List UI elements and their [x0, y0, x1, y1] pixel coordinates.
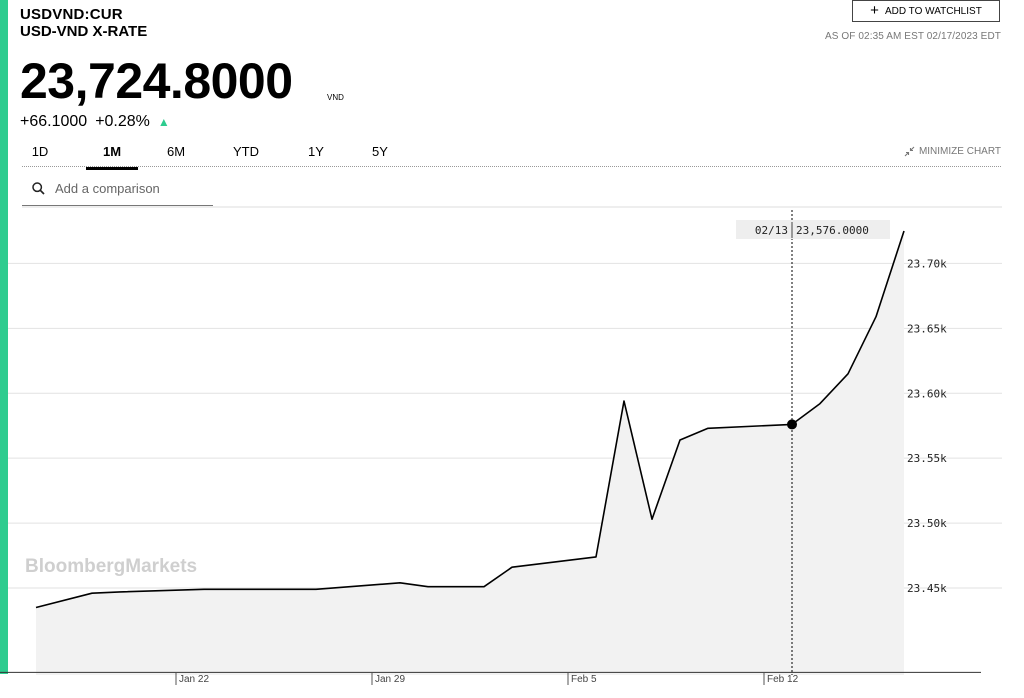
y-tick-label: 23.45k	[907, 582, 947, 595]
y-tick-label: 23.50k	[907, 517, 947, 530]
accent-bar	[0, 0, 8, 674]
security-name: USD-VND X-RATE	[20, 23, 148, 40]
plus-icon: +	[870, 2, 879, 19]
ticker-symbol: USDVND:CUR	[20, 6, 123, 23]
x-tick-label: Feb 5	[571, 674, 597, 685]
watchlist-label: ADD TO WATCHLIST	[884, 5, 982, 17]
divider	[22, 166, 1001, 167]
area-fill	[36, 231, 904, 675]
up-arrow-icon: ▲	[157, 115, 170, 129]
tab-1m[interactable]: 1M	[86, 141, 138, 170]
y-tick-label: 23.55k	[907, 452, 947, 465]
minimize-icon	[904, 146, 915, 157]
price-chart[interactable]: BloombergMarkets 23.45k 23.50k 23.55k 23.60…	[0, 205, 1024, 698]
add-to-watchlist-button[interactable]: + ADD TO WATCHLIST	[852, 0, 1000, 22]
change-value: +66.1000	[20, 113, 88, 130]
tooltip-value: 23,576.0000	[796, 224, 869, 237]
search-icon	[32, 182, 45, 195]
tab-6m[interactable]: 6M	[166, 144, 186, 159]
y-tick-label: 23.70k	[907, 257, 947, 270]
y-tick-label: 23.65k	[907, 322, 947, 335]
minimize-label: MINIMIZE CHART	[918, 146, 1001, 157]
tab-ytd[interactable]: YTD	[233, 144, 259, 159]
watermark: BloombergMarkets	[25, 556, 197, 577]
change-percent: +0.28%	[95, 113, 150, 130]
x-tick-label: Jan 29	[375, 674, 405, 685]
tab-1d[interactable]: 1D	[31, 144, 49, 159]
x-tick-label: Feb 12	[767, 674, 799, 685]
price-change: +66.1000 +0.28% ▲	[20, 113, 170, 131]
currency-label: VND	[327, 93, 344, 102]
y-tick-label: 23.60k	[907, 387, 947, 400]
tab-5y[interactable]: 5Y	[372, 144, 388, 159]
hover-point	[787, 419, 797, 430]
y-axis: 23.45k 23.50k 23.55k 23.60k 23.65k 23.70k	[907, 257, 947, 595]
minimize-chart-button[interactable]: MINIMIZE CHART	[904, 146, 1001, 157]
range-tabs: 1D 1M 6M YTD 1Y 5Y	[22, 141, 392, 170]
x-tick-label: Jan 22	[179, 674, 209, 685]
comparison-search[interactable]	[22, 172, 213, 206]
tab-1y[interactable]: 1Y	[308, 144, 324, 159]
price: 23,724.8000	[20, 53, 293, 109]
as-of-timestamp: AS OF 02:35 AM EST 02/17/2023 EDT	[825, 31, 1001, 42]
series-line	[35, 230, 905, 609]
tooltip-box	[736, 220, 890, 239]
comparison-input[interactable]	[53, 180, 207, 197]
tooltip-date: 02/13	[755, 224, 788, 237]
x-axis: Jan 22 Jan 29 Feb 5 Feb 12	[175, 673, 799, 685]
hover-tooltip: 02/13 23,576.0000	[736, 220, 890, 239]
